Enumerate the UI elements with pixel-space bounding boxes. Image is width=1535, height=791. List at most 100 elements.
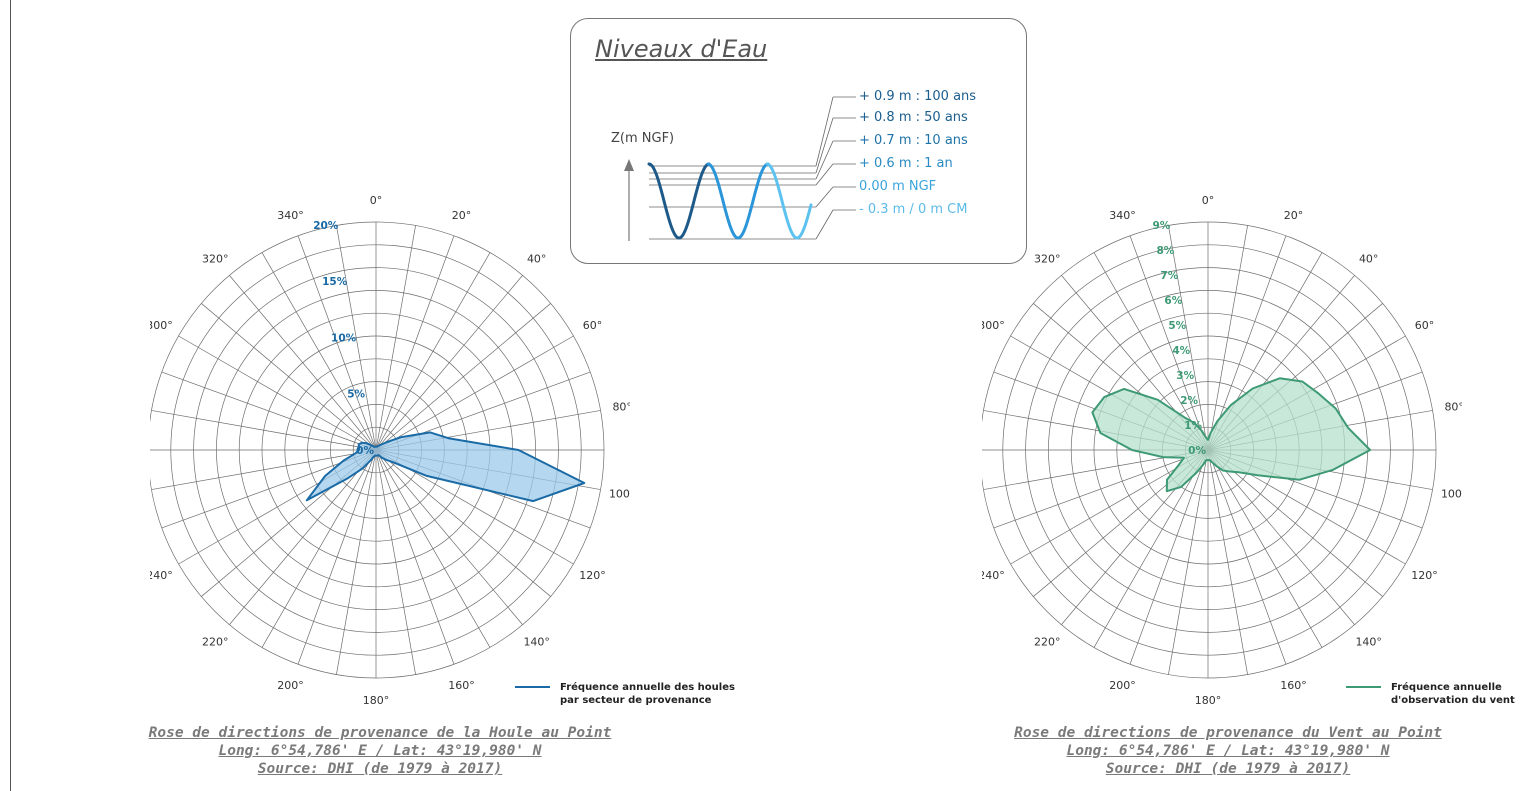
wind-r-tick-label: 2% (1180, 395, 1198, 407)
swell-spoke (261, 252, 377, 451)
water-level-label: - 0.3 m / 0 m CM (859, 202, 968, 217)
wind-r-tick-label: 7% (1160, 270, 1178, 282)
wind-angle-label: 220° (1034, 636, 1061, 649)
wind-legend-line (1346, 686, 1381, 688)
water-level-label: + 0.6 m : 1 an (859, 156, 953, 171)
swell-spoke (375, 225, 416, 451)
swell-r-tick-label: 0% (356, 445, 374, 457)
wave-curve (765, 162, 813, 240)
wind-r-tick-label: 3% (1176, 370, 1194, 382)
swell-spoke (375, 252, 491, 451)
wind-caption-coords: Long: 6°54,786' E / Lat: 43°19,980' N (1066, 743, 1390, 759)
swell-angle-label: 220° (202, 636, 229, 649)
swell-r-tick-label: 15% (322, 276, 348, 288)
swell-r-tick-label: 10% (331, 332, 357, 344)
swell-spoke (336, 449, 377, 675)
swell-spoke (375, 303, 551, 451)
wind-spoke (1207, 235, 1287, 451)
swell-legend: Fréquence annuelle des houles par secteu… (515, 681, 735, 707)
wind-r-tick-label: 1% (1184, 420, 1202, 432)
wind-spoke (993, 449, 1209, 529)
swell-spoke (297, 235, 377, 451)
swell-angle-label: 60° (583, 319, 603, 332)
swell-spoke (375, 235, 455, 451)
wind-legend: Fréquence annuelle d'observation du vent (1346, 681, 1515, 707)
swell-spoke (261, 449, 377, 648)
wind-angle-label: 140° (1355, 636, 1382, 649)
wind-r-tick-label: 5% (1168, 320, 1186, 332)
wind-r-tick-label: 6% (1164, 295, 1182, 307)
water-level-leader (815, 163, 834, 186)
swell-angle-label: 180° (363, 694, 390, 707)
wind-angle-label: 240° (982, 569, 1005, 582)
water-level-leader (815, 117, 834, 174)
water-level-label: + 0.9 m : 100 ans (859, 89, 977, 104)
wind-spoke (1207, 449, 1355, 625)
wind-angle-label: 60° (1415, 319, 1435, 332)
swell-angle-label: 200° (277, 679, 304, 692)
wind-angle-label: 320° (1034, 252, 1061, 265)
swell-legend-line1: Fréquence annuelle des houles (560, 682, 735, 693)
swell-angle-label: 240° (150, 569, 173, 582)
wind-angle-label: 160° (1280, 679, 1307, 692)
swell-angle-label: 80° (612, 401, 630, 414)
swell-angle-label: 140° (523, 636, 550, 649)
water-levels-panel: Niveaux d'Eau Z(m NGF) + 0.9 m : 100 ans… (570, 18, 1027, 264)
swell-r-tick-label: 20% (313, 220, 339, 232)
swell-angle-label: 120° (579, 569, 606, 582)
swell-spoke (375, 449, 523, 625)
water-level-leader (815, 209, 834, 240)
swell-spoke (161, 371, 377, 451)
wind-svg: 0° 20° 40° 60° 80° 100° 120° 140° 160° 180° 200° 22… (949, 194, 1468, 707)
wind-angle-label: 340° (1109, 209, 1136, 222)
wind-r-tick-label: 8% (1156, 245, 1174, 257)
wind-spoke (1168, 225, 1209, 451)
wind-spoke (1207, 449, 1383, 597)
swell-svg: 0° 20° 40° 60° 80° 100° 120° 140° 160° 180° 200° 22… (117, 194, 636, 707)
wind-angle-label: 100° (1441, 487, 1462, 500)
swell-r-tick-label: 5% (347, 389, 365, 401)
swell-angle-label: 20° (452, 209, 472, 222)
wind-legend-line2: d'observation du vent (1391, 695, 1515, 706)
swell-spoke (375, 335, 574, 451)
wind-r-tick-label: 9% (1153, 220, 1171, 232)
swell-angle-label: 320° (202, 252, 229, 265)
swell-spoke (151, 449, 377, 490)
swell-spoke (229, 449, 377, 625)
wind-spoke (1129, 235, 1209, 451)
swell-legend-line2: par secteur de provenance (560, 695, 712, 706)
swell-spoke (336, 225, 377, 451)
water-level-leader (815, 140, 834, 180)
swell-caption: Rose de directions de provenance de la H… (80, 724, 680, 778)
wave-curve (647, 162, 711, 240)
water-levels-diagram (624, 96, 856, 241)
wind-spoke (1129, 449, 1209, 665)
wind-spoke (1207, 449, 1287, 665)
swell-spoke (375, 449, 551, 597)
water-levels-title: Niveaux d'Eau (595, 35, 768, 63)
wind-legend-line1: Fréquence annuelle (1391, 682, 1502, 693)
wind-angle-label: 20° (1284, 209, 1304, 222)
swell-spoke (297, 449, 377, 665)
swell-spoke (178, 335, 377, 451)
wind-spoke (1207, 225, 1248, 451)
wind-angle-label: 80° (1444, 401, 1462, 414)
wind-rose-chart: 0° 20° 40° 60° 80° 100° 120° 140° 160° 180° 200° 22… (949, 0, 1468, 724)
swell-angle-label: 40° (527, 252, 547, 265)
z-axis-arrow (624, 159, 634, 171)
wind-angle-label: 200° (1109, 679, 1136, 692)
wind-r-tick-label: 0% (1188, 445, 1206, 457)
wind-caption-title: Rose de directions de provenance du Vent… (1014, 725, 1442, 741)
water-level-label: + 0.8 m : 50 ans (859, 110, 968, 125)
swell-spoke (375, 449, 416, 675)
water-level-leader (815, 96, 834, 167)
frame-border-line (10, 0, 11, 791)
swell-angle-label: 340° (277, 209, 304, 222)
wind-angle-label: 300° (982, 319, 1005, 332)
swell-angle-label: 160° (448, 679, 475, 692)
swell-caption-title: Rose de directions de provenance de la H… (148, 725, 612, 741)
swell-spoke (375, 275, 523, 451)
wind-angle-label: 180° (1195, 694, 1222, 707)
wind-angle-label: 120° (1411, 569, 1438, 582)
wind-series-area (1091, 377, 1372, 493)
